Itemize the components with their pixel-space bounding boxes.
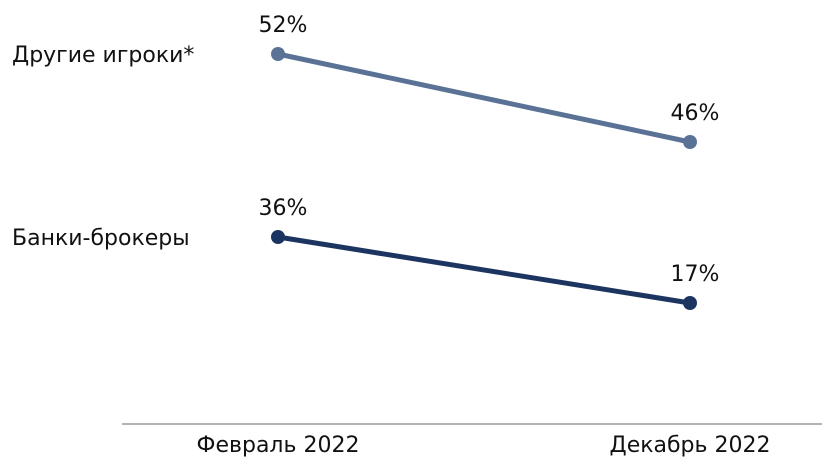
data-point [683, 296, 697, 310]
x-tick-label: Декабрь 2022 [610, 433, 771, 458]
series-name-label: Другие игроки* [12, 43, 194, 68]
data-label: 52% [259, 13, 308, 38]
data-label: 36% [259, 196, 308, 221]
series-name-label: Банки-брокеры [12, 226, 190, 251]
data-label: 17% [671, 262, 720, 287]
series-layer: Другие игроки* 52% 46% Банки-брокеры 36% 17% [12, 13, 719, 310]
x-tick-labels: Февраль 2022 Декабрь 2022 [197, 433, 771, 458]
series-line [275, 234, 693, 306]
series-1: Другие игроки* 52% 46% [12, 13, 719, 149]
series-line [275, 51, 693, 145]
series-2: Банки-брокеры 36% 17% [12, 196, 719, 310]
data-point [271, 47, 285, 61]
data-label: 46% [671, 101, 720, 126]
data-point [271, 230, 285, 244]
x-tick-label: Февраль 2022 [197, 433, 360, 458]
data-point [683, 135, 697, 149]
